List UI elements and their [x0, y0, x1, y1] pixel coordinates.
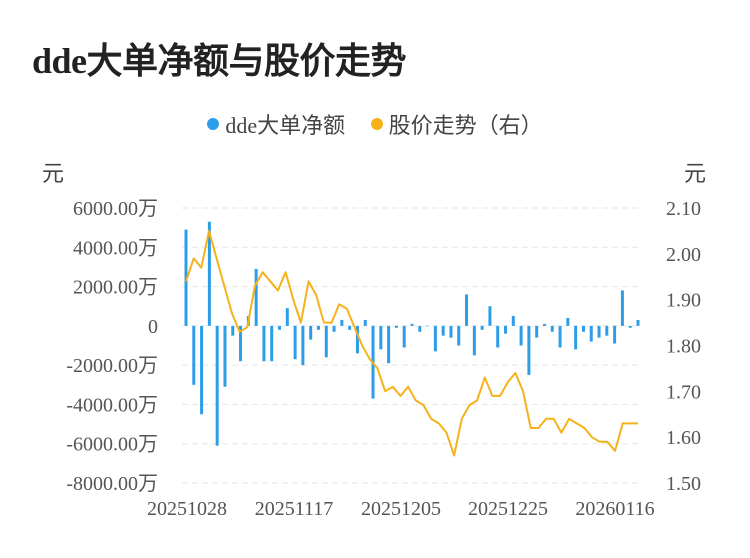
- bar-dde: [449, 325, 453, 338]
- bar-dde: [433, 325, 437, 352]
- bar-dde: [527, 325, 531, 375]
- bar-dde: [620, 290, 624, 326]
- bar-dde: [223, 325, 227, 387]
- bar-dde: [488, 306, 492, 326]
- bar-dde: [636, 319, 640, 326]
- bar-dde: [215, 325, 219, 446]
- bar-dde: [340, 319, 344, 326]
- bar-dde: [348, 325, 352, 330]
- left-tick-label: -6000.00万: [66, 434, 158, 456]
- bar-dde: [239, 325, 243, 362]
- bar-dde: [519, 325, 523, 346]
- chart-title: dde大单净额与股价走势: [32, 41, 407, 81]
- left-tick-label: 2000.00万: [73, 277, 158, 299]
- left-tick-label: 6000.00万: [73, 198, 158, 220]
- right-tick-label: 2.10: [666, 198, 701, 220]
- left-tick-label: 0: [148, 316, 158, 338]
- bar-dde: [457, 325, 461, 346]
- bar-dde: [285, 308, 289, 326]
- bar-dde: [597, 325, 601, 338]
- x-tick-label: 20251117: [255, 498, 334, 520]
- left-tick-label: -2000.00万: [66, 355, 158, 377]
- right-tick-label: 1.60: [666, 427, 701, 449]
- bar-dde: [192, 325, 196, 385]
- right-tick-label: 1.70: [666, 381, 701, 403]
- bar-dde: [231, 325, 235, 336]
- bar-dde: [363, 319, 367, 326]
- legend-item-dde[interactable]: dde大单净额: [207, 108, 345, 140]
- bar-dde: [426, 325, 430, 327]
- bar-dde: [410, 323, 414, 326]
- bar-dde: [581, 325, 585, 332]
- bar-dde: [535, 325, 539, 338]
- x-tick-label: 20251028: [147, 498, 227, 520]
- bar-dde: [309, 325, 313, 340]
- bar-dde: [465, 294, 469, 326]
- x-tick-label: 20251225: [468, 498, 548, 520]
- legend: dde大单净额 股价走势（右）: [0, 108, 750, 140]
- legend-dot-price: [370, 118, 383, 130]
- bar-dde: [293, 325, 297, 360]
- bar-dde: [207, 221, 211, 326]
- bar-dde: [324, 325, 328, 358]
- legend-label-dde: dde大单净额: [225, 113, 346, 138]
- bar-dde: [301, 325, 305, 366]
- bar-dde: [402, 325, 406, 348]
- right-tick-label: 1.90: [666, 290, 701, 312]
- bar-dde: [332, 325, 336, 332]
- bar-dde: [355, 325, 359, 354]
- bar-dde: [270, 325, 274, 362]
- bar-dde: [558, 325, 562, 348]
- right-axis-unit: 元: [684, 161, 707, 186]
- bar-dde: [628, 325, 632, 328]
- left-tick-label: -8000.00万: [66, 473, 158, 495]
- bar-dde: [316, 325, 320, 330]
- left-axis-unit: 元: [42, 161, 65, 186]
- legend-dot-dde: [207, 118, 220, 130]
- bar-dde: [379, 325, 383, 350]
- bar-dde: [441, 325, 445, 336]
- bar-dde: [480, 325, 484, 330]
- left-tick-label: 4000.00万: [73, 237, 158, 259]
- price-line: [185, 229, 638, 457]
- legend-item-price[interactable]: 股价走势（右）: [370, 108, 543, 140]
- bar-dde: [418, 325, 422, 332]
- bar-dde: [589, 325, 593, 342]
- bar-dde: [550, 325, 554, 332]
- right-tick-label: 1.50: [666, 473, 701, 495]
- bar-dde: [504, 325, 508, 334]
- bar-dde: [387, 325, 391, 364]
- bar-dde: [542, 323, 546, 326]
- right-tick-label: 1.80: [666, 336, 701, 358]
- bar-dde: [496, 325, 500, 348]
- bar-dde: [184, 229, 188, 326]
- bar-dde: [472, 325, 476, 356]
- bar-dde: [262, 325, 266, 362]
- bar-dde: [511, 316, 515, 326]
- bar-dde: [566, 318, 570, 326]
- bar-dde: [613, 325, 617, 344]
- legend-label-price: 股价走势（右）: [388, 113, 543, 138]
- bar-dde: [254, 268, 258, 326]
- left-tick-label: -4000.00万: [66, 394, 158, 416]
- right-tick-label: 2.00: [666, 244, 701, 266]
- bar-dde: [200, 325, 204, 415]
- x-tick-label: 20260116: [575, 498, 654, 520]
- x-tick-label: 20251205: [361, 498, 441, 520]
- bar-dde: [394, 325, 398, 328]
- bar-dde: [605, 325, 609, 336]
- bar-dde: [278, 325, 282, 330]
- bar-dde: [574, 325, 578, 350]
